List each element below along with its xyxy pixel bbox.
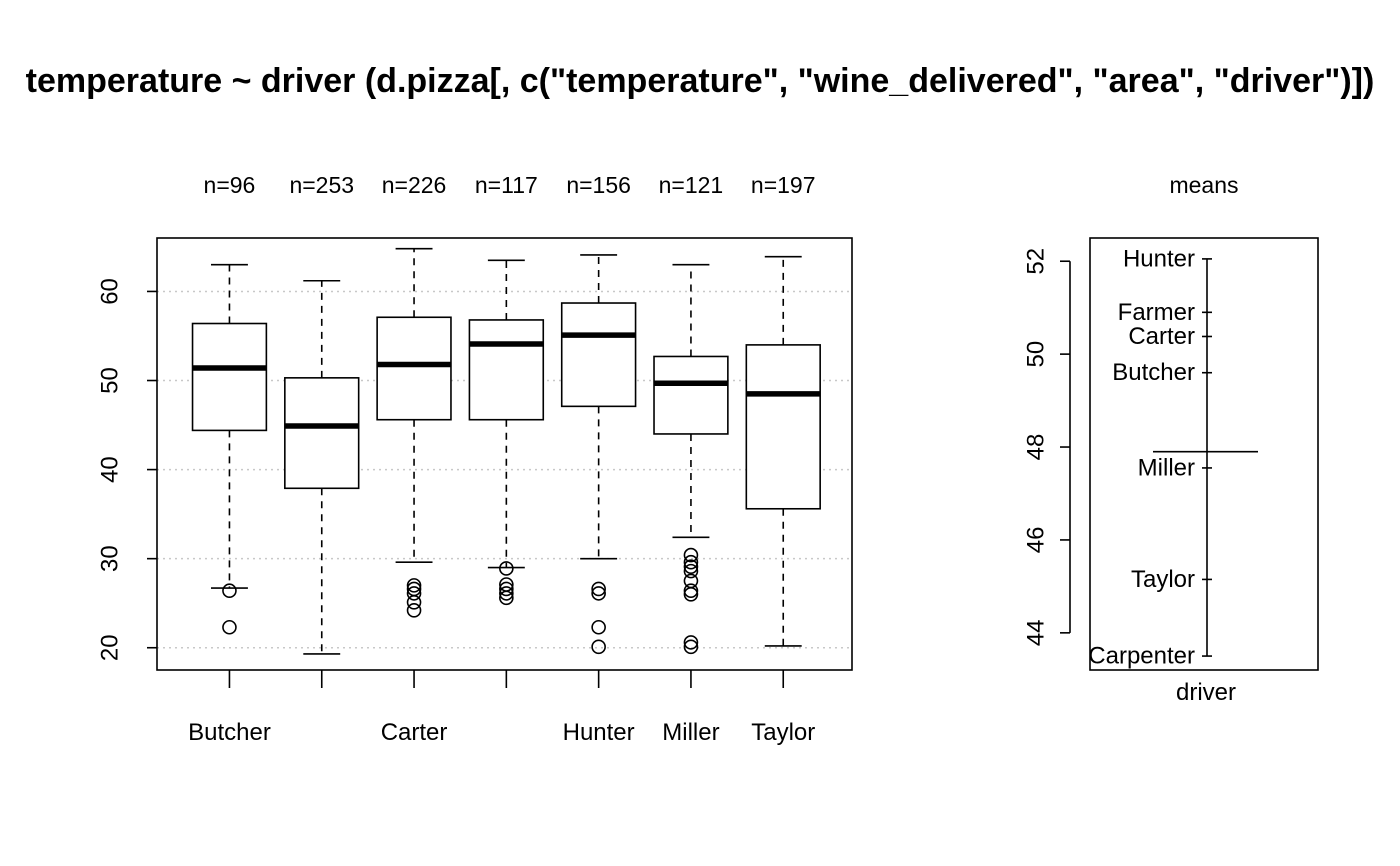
iqr-box: [653, 355, 729, 435]
mean-label-farmer: Farmer: [1118, 299, 1195, 326]
x-tick-label: Butcher: [188, 719, 271, 746]
mean-label-carpenter: Carpenter: [1088, 643, 1195, 670]
n-label: n=121: [659, 172, 724, 198]
y-tick-label: 30: [97, 545, 124, 572]
outlier-point: [591, 619, 606, 635]
outlier-point: [406, 578, 422, 593]
n-label: n=117: [475, 172, 538, 198]
y-tick-label: 60: [97, 278, 124, 305]
x-tick-label: Taylor: [751, 719, 815, 746]
iqr-box: [191, 322, 268, 432]
y-tick-label: 52: [1023, 248, 1050, 275]
outlier-point: [683, 547, 699, 563]
outlier-point: [499, 561, 514, 576]
outlier-point: [222, 619, 237, 635]
outlier-point: [499, 581, 514, 597]
plot-frame: [1089, 237, 1319, 671]
iqr-box: [284, 377, 360, 490]
y-tick-label: 48: [1023, 434, 1050, 461]
outlier-point: [591, 639, 606, 655]
outlier-point: [406, 603, 422, 618]
outlier-point: [683, 583, 699, 599]
boxplot-panel: 20 30 40 50 60 Butcher n=96 n=253 Carter n=226 n=1…: [97, 172, 853, 746]
y-tick-label: 20: [97, 634, 124, 661]
y-tick-label: 46: [1023, 527, 1050, 554]
x-tick-label: Hunter: [563, 719, 635, 746]
box-miller: [653, 263, 729, 655]
box-farmer: [468, 259, 545, 606]
n-label: n=197: [751, 172, 816, 198]
means-title: means: [1169, 172, 1238, 198]
mean-label-hunter: Hunter: [1123, 245, 1195, 272]
y-tick-label: 40: [97, 456, 124, 483]
chart-title: temperature ~ driver (d.pizza[, c("tempe…: [26, 62, 1375, 100]
outlier-point: [499, 586, 514, 601]
n-label: n=253: [289, 172, 354, 198]
box-taylor: [745, 255, 821, 647]
y-tick-label: 44: [1023, 619, 1050, 646]
n-label: n=156: [566, 172, 631, 198]
n-label: n=226: [382, 172, 447, 198]
outlier-point: [683, 639, 699, 655]
iqr-box: [376, 316, 452, 421]
outlier-point: [499, 590, 514, 606]
outlier-point: [591, 586, 606, 601]
plot-frame: [156, 237, 853, 671]
x-tick-label: Miller: [662, 719, 719, 746]
x-tick-label: Carter: [381, 719, 448, 746]
y-tick-label: 50: [97, 367, 124, 394]
iqr-box: [468, 319, 545, 421]
mean-label-miller: Miller: [1138, 454, 1195, 481]
mean-label-carter: Carter: [1128, 323, 1195, 350]
mean-label-butcher: Butcher: [1112, 359, 1195, 386]
box-carter: [376, 247, 452, 618]
outlier-point: [683, 563, 699, 579]
outlier-point: [683, 559, 699, 574]
outlier-point: [683, 554, 699, 570]
outlier-point: [683, 635, 699, 650]
box-hunter: [560, 254, 637, 655]
outlier-point: [591, 581, 606, 597]
x-axis-label: driver: [1176, 679, 1236, 706]
mean-label-taylor: Taylor: [1131, 566, 1195, 593]
outlier-point: [683, 586, 699, 602]
iqr-box: [745, 344, 821, 510]
outlier-point: [222, 583, 237, 599]
box-carpenter: [284, 279, 360, 655]
outlier-point: [406, 595, 422, 610]
iqr-box: [560, 302, 637, 408]
y-tick-label: 50: [1023, 341, 1050, 368]
box-butcher: [191, 263, 268, 635]
outlier-point: [406, 586, 422, 601]
n-label: n=96: [204, 172, 256, 198]
